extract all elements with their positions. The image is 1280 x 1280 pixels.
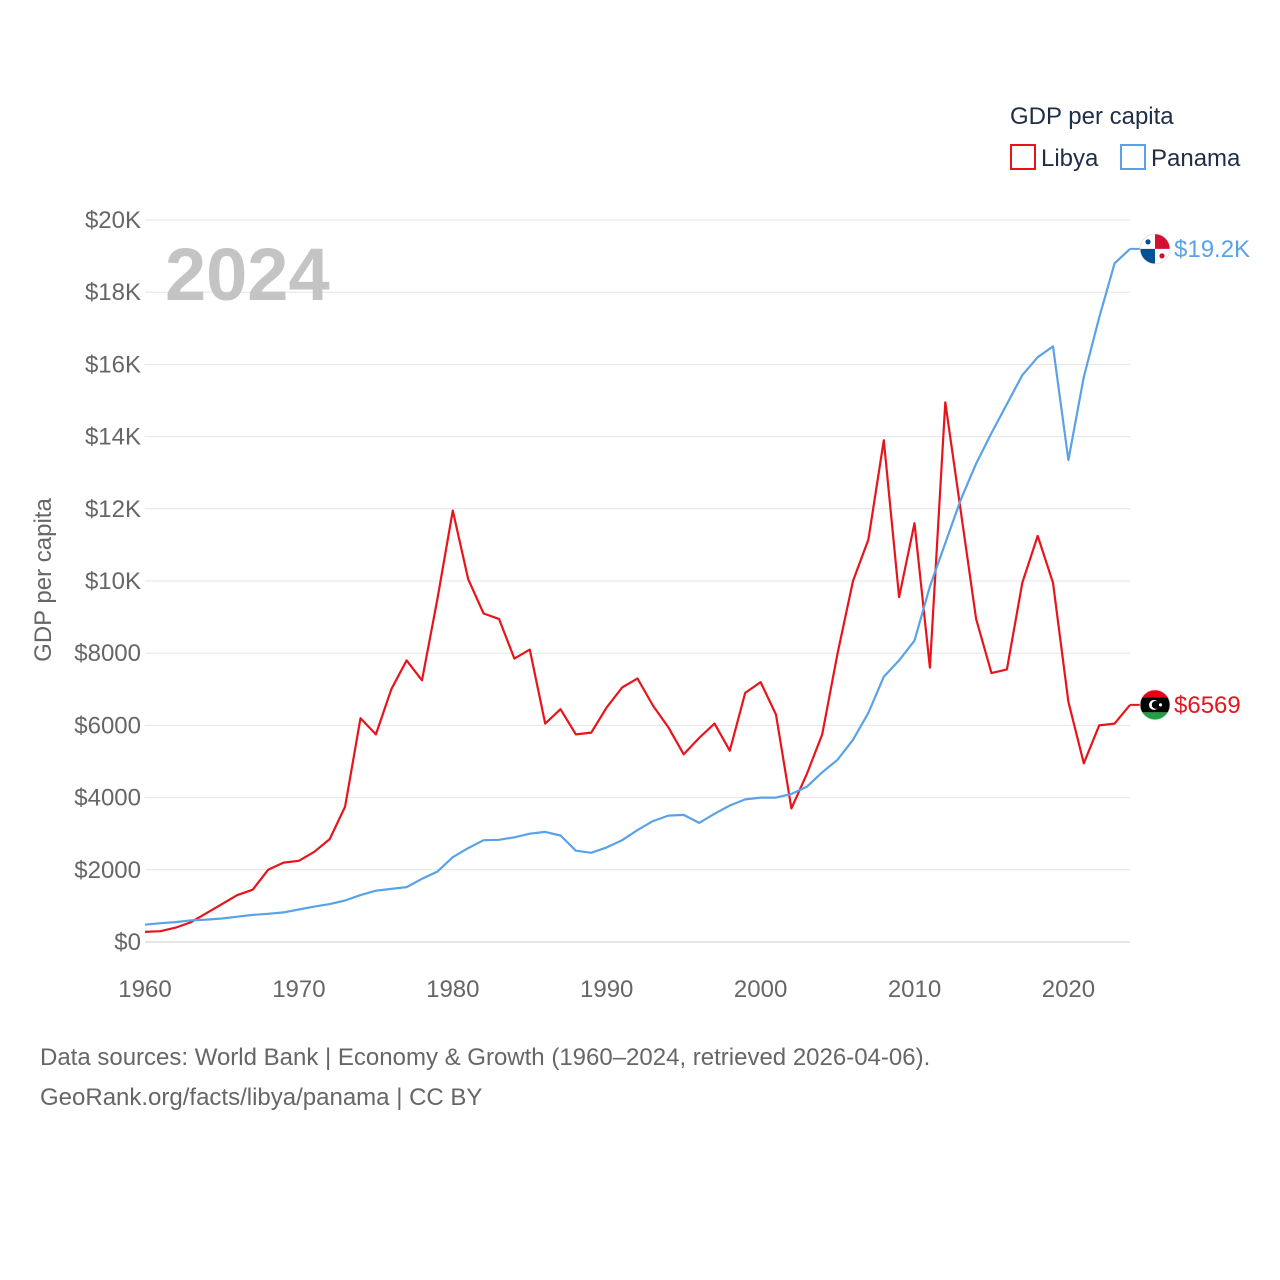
legend-label-panama: Panama [1151,145,1241,172]
footer-sources: Data sources: World Bank | Economy & Gro… [40,1044,931,1071]
x-tick-label-1970: 1970 [272,976,325,1003]
x-tick-label-2010: 2010 [888,976,941,1003]
y-axis-title: GDP per capita [30,498,57,662]
y-tick-label-4000: $4000 [74,785,141,812]
series-lines [144,248,1131,933]
y-tick-label-10000: $10K [85,568,141,595]
x-tick-label-2000: 2000 [734,976,787,1003]
series-end-labels: $6569 $19.2K [1130,233,1250,721]
x-tick-label-1980: 1980 [426,976,479,1003]
footer-attribution[interactable]: GeoRank.org/facts/libya/panama | CC BY [40,1084,483,1111]
legend-label-libya: Libya [1041,145,1099,172]
x-tick-label-1990: 1990 [580,976,633,1003]
y-tick-label-2000: $2000 [74,857,141,884]
y-tick-label-12000: $12K [85,496,141,523]
y-tick-label-6000: $6000 [74,712,141,739]
end-value-label-panama: $19.2K [1174,236,1250,263]
legend: GDP per capita Libya Panama [1010,103,1241,172]
legend-title: GDP per capita [1010,103,1174,130]
y-tick-label-16000: $16K [85,351,141,378]
y-tick-label-18000: $18K [85,279,141,306]
legend-swatch-libya [1010,144,1036,170]
series-line-libya[interactable] [144,401,1131,933]
legend-item-libya[interactable]: Libya [1010,144,1099,172]
series-line-panama[interactable] [144,248,1131,926]
year-overlay: 2024 [165,233,330,316]
gridlines [145,219,1130,943]
y-tick-label-20000: $20K [85,207,141,234]
y-axis-ticks: $0 $2000 $4000 $6000 $8000 $10K $12K $14K $16K $1… [74,207,141,956]
x-axis-ticks: 1960 1970 1980 1990 2000 2010 2020 [118,976,1095,1003]
y-tick-label-14000: $14K [85,424,141,451]
panama-flag-icon [1139,233,1171,265]
x-tick-label-1960: 1960 [118,976,171,1003]
libya-flag-icon [1139,689,1171,721]
y-tick-label-8000: $8000 [74,640,141,667]
x-tick-label-2020: 2020 [1042,976,1095,1003]
legend-swatch-panama [1120,144,1146,170]
legend-item-panama[interactable]: Panama [1120,144,1241,172]
end-value-label-libya: $6569 [1174,692,1241,719]
y-tick-label-0: $0 [114,929,141,956]
